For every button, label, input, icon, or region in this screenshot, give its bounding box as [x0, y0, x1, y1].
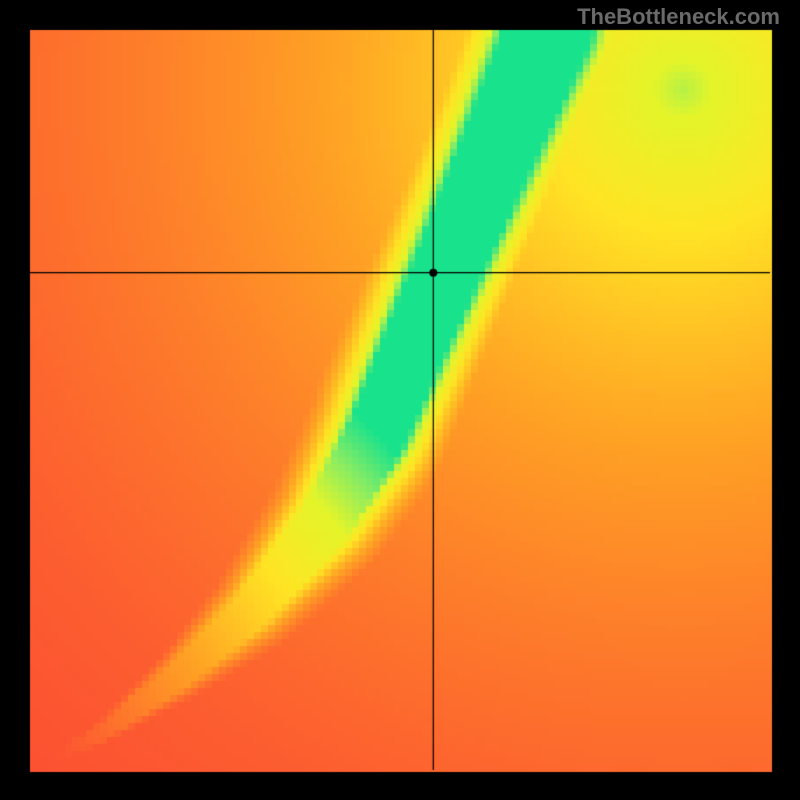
watermark-text: TheBottleneck.com [577, 4, 780, 30]
chart-container: TheBottleneck.com [0, 0, 800, 800]
bottleneck-heatmap [0, 0, 800, 800]
